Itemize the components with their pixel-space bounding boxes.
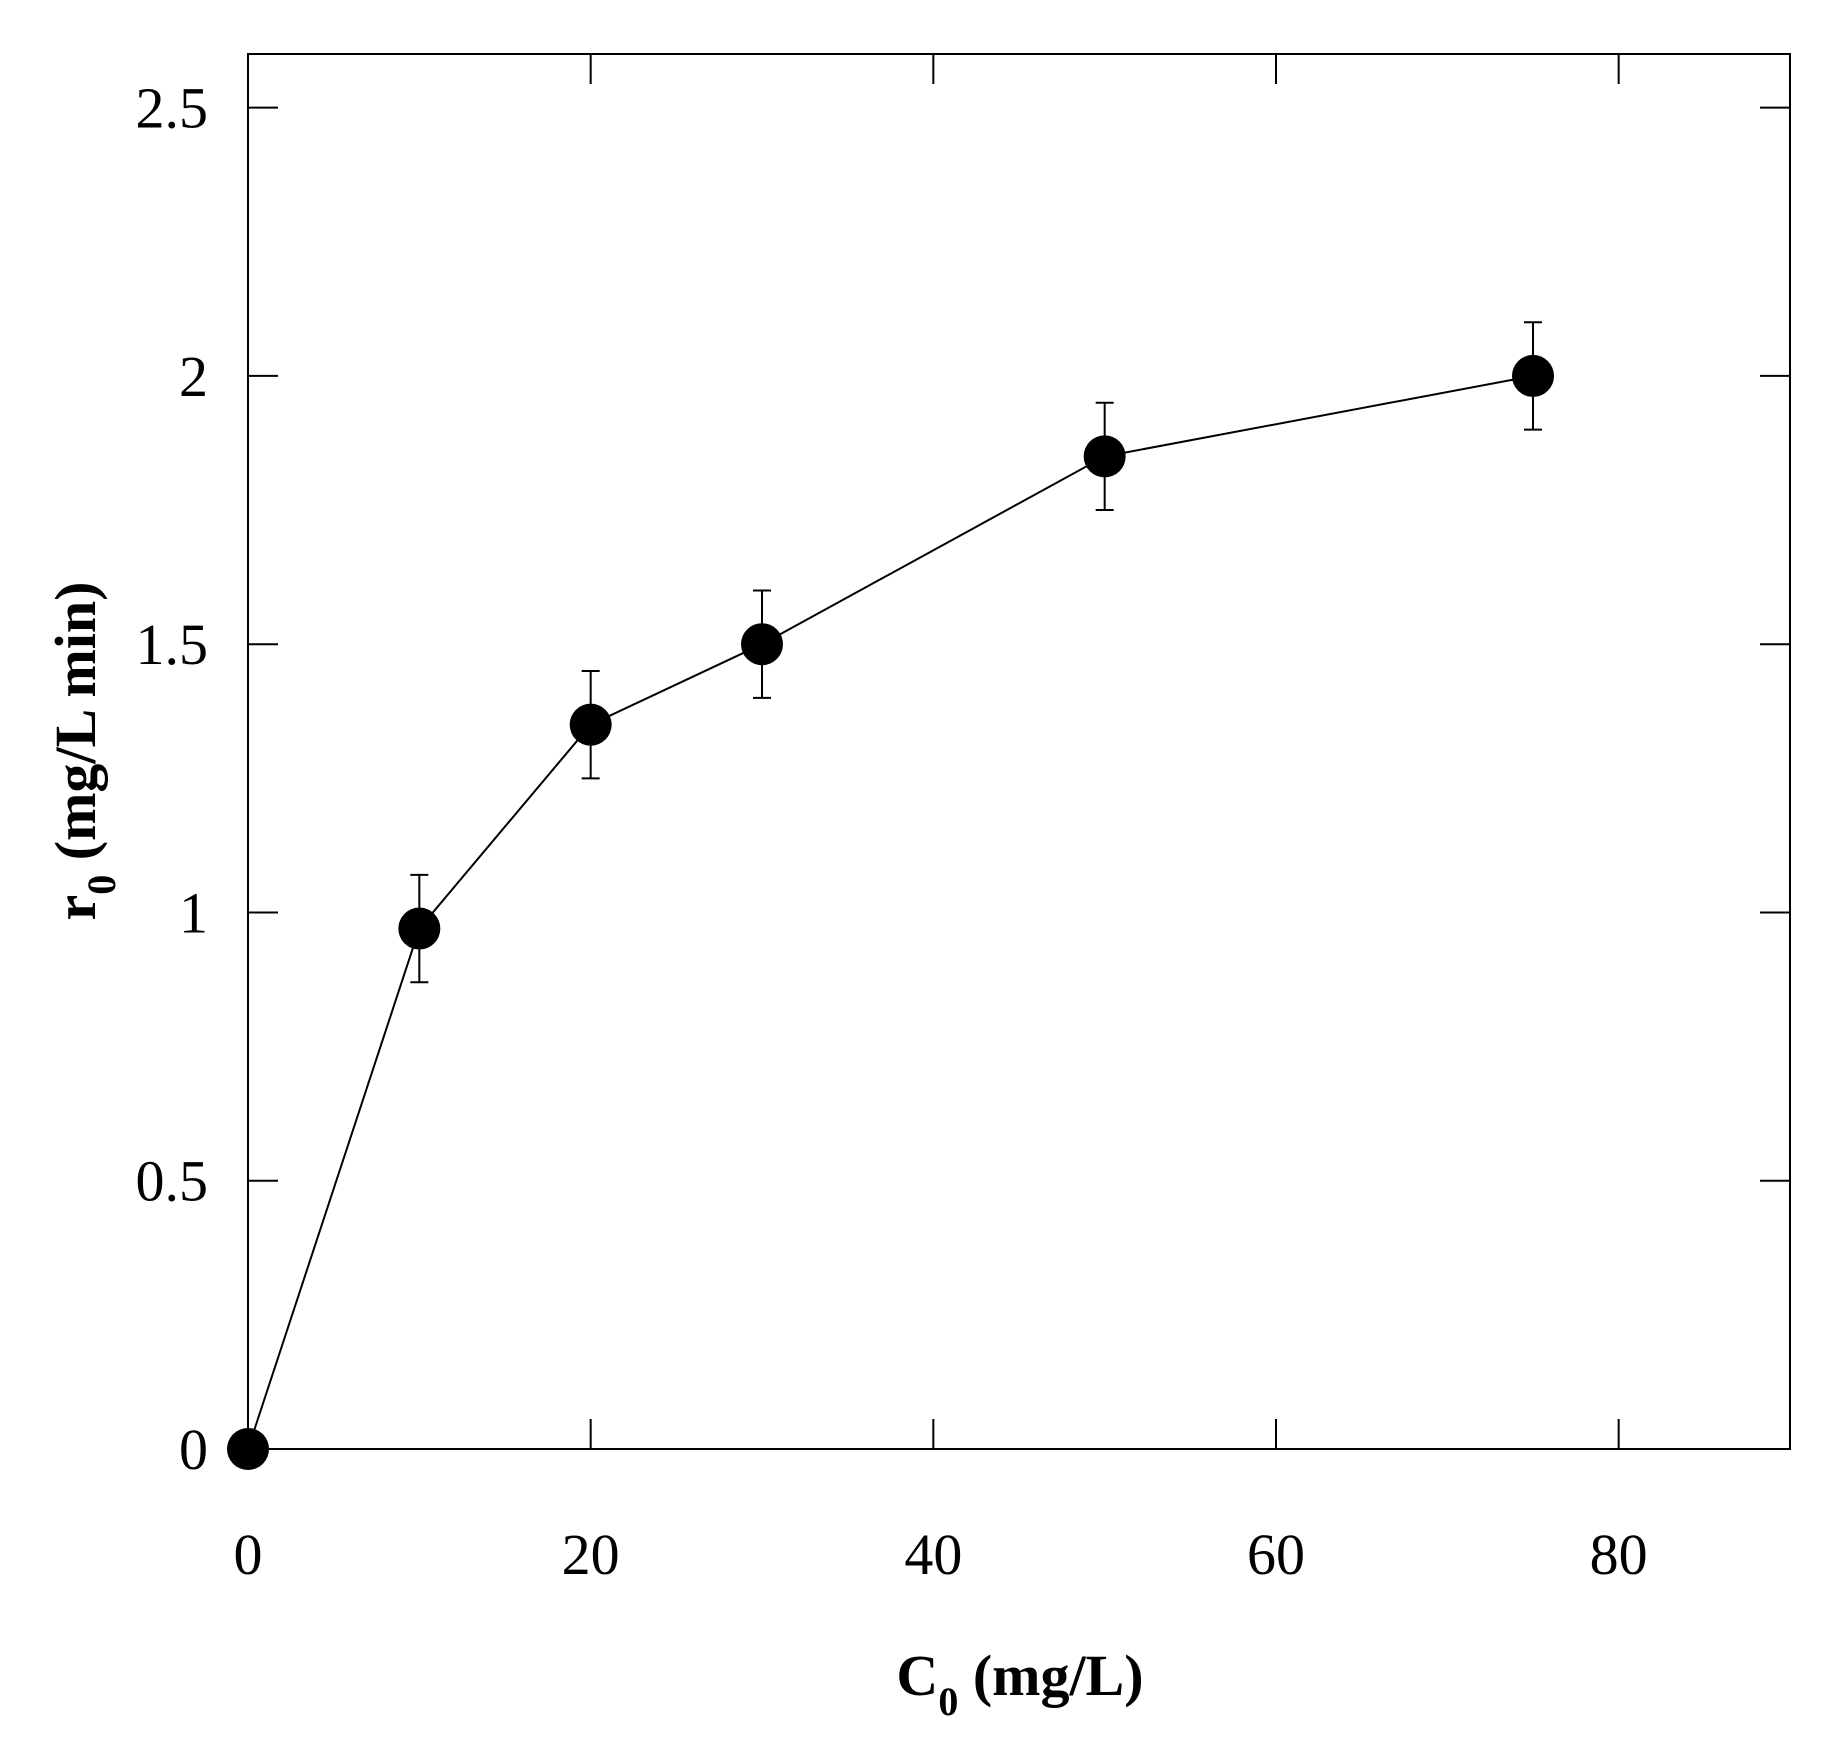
- x-tick-label: 40: [904, 1522, 962, 1587]
- x-tick-label: 60: [1247, 1522, 1305, 1587]
- x-axis-title-rest: (mg/L): [958, 1643, 1143, 1708]
- plot-frame: [247, 53, 1791, 1450]
- x-tick-labels: 0 20 40 60 80: [234, 1522, 1648, 1587]
- data-point: [398, 907, 441, 950]
- y-tick-label: 0: [179, 1417, 208, 1482]
- y-tick-label: 2: [179, 344, 208, 409]
- data-point: [1512, 354, 1554, 397]
- y-axis-title-rest: (mg/L min): [43, 582, 108, 875]
- y-axis-title-sub: 0: [79, 875, 124, 895]
- x-tick-label: 80: [1590, 1522, 1648, 1587]
- x-tick-label: 0: [234, 1522, 263, 1587]
- y-tick-label: 1.5: [136, 612, 209, 677]
- x-tick-label: 20: [562, 1522, 620, 1587]
- y-axis-title-main: r: [43, 895, 108, 921]
- data-point: [227, 1428, 269, 1470]
- x-axis-title-sub: 0: [938, 1679, 958, 1724]
- y-tick-label: 0.5: [136, 1149, 209, 1214]
- x-axis-title-main: C: [896, 1643, 938, 1708]
- y-axis-title: r0 (mg/L min): [43, 582, 124, 921]
- series-layer: [227, 321, 1554, 1470]
- data-point: [741, 623, 783, 666]
- data-point: [569, 703, 612, 746]
- data-point: [1083, 435, 1126, 478]
- series-line: [247, 374, 1534, 1450]
- y-tick-labels: 0 0.5 1 1.5 2 2.5: [136, 76, 209, 1482]
- ticks-layer: [247, 54, 1790, 1450]
- y-tick-label: 2.5: [136, 76, 209, 141]
- y-tick-label: 1: [179, 880, 208, 945]
- x-axis-title: C0 (mg/L): [896, 1643, 1143, 1724]
